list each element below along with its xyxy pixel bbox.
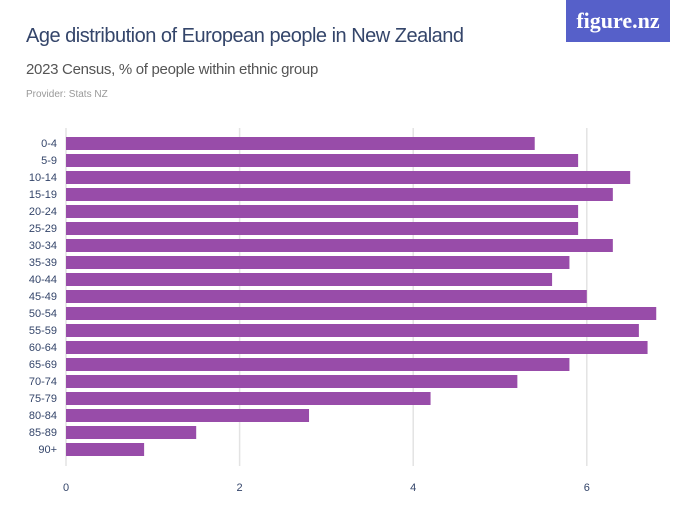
bar bbox=[66, 443, 145, 456]
y-tick-label: 50-54 bbox=[29, 308, 57, 320]
bar bbox=[66, 307, 657, 320]
bar bbox=[66, 290, 587, 303]
y-tick-label: 25-29 bbox=[29, 223, 57, 235]
chart-subtitle: 2023 Census, % of people within ethnic g… bbox=[26, 61, 319, 78]
y-tick-label: 10-14 bbox=[29, 172, 57, 184]
bar bbox=[66, 409, 310, 422]
y-tick-label: 35-39 bbox=[29, 257, 57, 269]
bar bbox=[66, 358, 570, 371]
y-tick-label: 20-24 bbox=[29, 206, 57, 218]
y-tick-label: 30-34 bbox=[29, 240, 57, 252]
bar bbox=[66, 324, 639, 337]
y-tick-label: 70-74 bbox=[29, 376, 57, 388]
x-tick-label: 4 bbox=[410, 482, 416, 494]
bar bbox=[66, 426, 197, 439]
y-tick-label: 80-84 bbox=[29, 410, 57, 422]
bar bbox=[66, 239, 613, 252]
y-tick-label: 65-69 bbox=[29, 359, 57, 371]
bar bbox=[66, 256, 570, 269]
provider-label: Provider: Stats NZ bbox=[26, 89, 108, 100]
bar bbox=[66, 392, 431, 405]
x-tick-label: 6 bbox=[584, 482, 590, 494]
y-tick-label: 45-49 bbox=[29, 291, 57, 303]
bar bbox=[66, 205, 579, 218]
bar bbox=[66, 154, 579, 167]
figure-nz-logo[interactable]: figure.nz bbox=[566, 0, 670, 42]
bar bbox=[66, 341, 648, 354]
y-tick-label: 85-89 bbox=[29, 427, 57, 439]
y-tick-label: 40-44 bbox=[29, 274, 57, 286]
bar bbox=[66, 273, 553, 286]
y-tick-label: 75-79 bbox=[29, 393, 57, 405]
bar bbox=[66, 375, 518, 388]
bar bbox=[66, 188, 613, 201]
bar bbox=[66, 222, 579, 235]
y-tick-label: 55-59 bbox=[29, 325, 57, 337]
y-tick-label: 15-19 bbox=[29, 189, 57, 201]
y-tick-label: 0-4 bbox=[41, 138, 57, 150]
x-tick-label: 0 bbox=[63, 482, 69, 494]
y-tick-label: 90+ bbox=[38, 444, 57, 456]
chart-title: Age distribution of European people in N… bbox=[26, 25, 464, 47]
bar bbox=[66, 137, 535, 150]
y-tick-label: 5-9 bbox=[41, 155, 57, 167]
x-tick-label: 2 bbox=[237, 482, 243, 494]
y-tick-label: 60-64 bbox=[29, 342, 57, 354]
bar bbox=[66, 171, 631, 184]
